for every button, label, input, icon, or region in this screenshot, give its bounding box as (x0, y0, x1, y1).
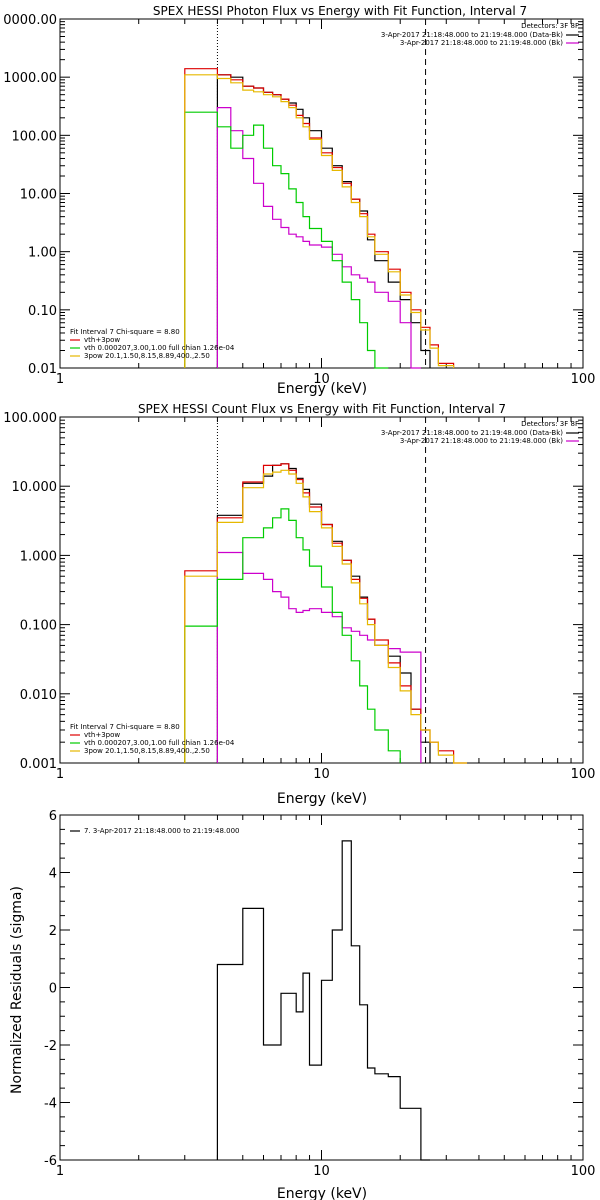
x-tick-label: 10 (313, 767, 330, 782)
series-vth-3pow (184, 463, 467, 764)
y-tick-label: 100.00 (12, 129, 58, 144)
y-tick-label: 0.010 (20, 688, 57, 703)
legend-entry-label: vth 0.000207,3.00,1.00 full chian 1.26e-… (84, 344, 235, 352)
legend-entry-label: 7. 3-Apr-2017 21:18:48.000 to 21:19:48.0… (84, 827, 239, 835)
legend-entry-label: 3-Apr-2017 21:18:48.000 to 21:19:48.000 … (400, 437, 563, 445)
plot-frame (59, 416, 584, 764)
y-tick-label: 0.100 (20, 619, 57, 634)
y-tick-label: 0.001 (20, 757, 57, 772)
series-vth (184, 111, 389, 369)
y-tick-label: 1.000 (20, 549, 57, 564)
y-tick-label: 6 (49, 809, 57, 824)
legend-entry-label: vth+3pow (84, 731, 120, 739)
photon-flux-panel: SPEX HESSI Photon Flux vs Energy with Fi… (3, 4, 595, 397)
x-tick-label: 1 (56, 1164, 64, 1179)
legend-entry-label: 3pow 20.1,1.50,8.15,8.89,400.,2.50 (84, 352, 210, 360)
y-tick-label: 1.00 (28, 246, 57, 261)
y-tick-label: -2 (44, 1039, 57, 1054)
legend-entry-label: 3pow 20.1,1.50,8.15,8.89,400.,2.50 (84, 747, 210, 755)
residuals-ylabel: Normalized Residuals (sigma) (9, 886, 25, 1094)
x-tick-label: 10 (313, 372, 330, 387)
y-tick-label: 0.01 (28, 362, 57, 377)
count-flux-title: SPEX HESSI Count Flux vs Energy with Fit… (138, 402, 506, 416)
y-tick-label: 0.10 (28, 304, 57, 319)
count-flux-xlabel: Energy (keV) (277, 791, 367, 807)
x-tick-label: 100 (571, 767, 596, 782)
y-tick-label: 2 (49, 924, 57, 939)
x-tick-label: 10 (313, 1164, 330, 1179)
y-tick-label: -6 (44, 1154, 57, 1169)
legend-entry-label: 3-Apr-2017 21:18:48.000 to 21:19:48.000 … (400, 39, 563, 47)
series-data-bk (216, 463, 431, 763)
series-vth (184, 508, 401, 763)
y-tick-label: 10.00 (20, 188, 57, 203)
series-bk (216, 551, 422, 763)
series-interval-7 (216, 840, 430, 1161)
series-3pow (184, 74, 455, 368)
legend-fit-header: Fit Interval 7 Chi-square = 8.80 (70, 328, 180, 336)
legend-fit-header: Fit Interval 7 Chi-square = 8.80 (70, 723, 180, 731)
y-tick-label: 0 (49, 982, 57, 997)
residuals-xlabel: Energy (keV) (277, 1186, 367, 1200)
count-flux-panel: SPEX HESSI Count Flux vs Energy with Fit… (3, 402, 595, 807)
y-tick-label: 1000.00 (3, 71, 57, 86)
legend-entry-label: vth+3pow (84, 336, 120, 344)
legend-entry-label: 3-Apr-2017 21:18:48.000 to 21:19:48.000 … (381, 429, 563, 437)
legend-detectors: Detectors: 3F 8F (521, 22, 579, 30)
residuals-panel: Energy (keV) Normalized Residuals (sigma… (9, 809, 595, 1200)
series-3pow (184, 469, 467, 764)
legend-entry-label: vth 0.000207,3.00,1.00 full chian 1.26e-… (84, 739, 235, 747)
y-tick-label: -4 (44, 1097, 57, 1112)
legend-entry-label: 3-Apr-2017 21:18:48.000 to 21:19:48.000 … (381, 31, 563, 39)
y-tick-label: 10.000 (12, 480, 58, 495)
photon-flux-title: SPEX HESSI Photon Flux vs Energy with Fi… (153, 4, 527, 18)
y-tick-label: 100.000 (3, 411, 57, 426)
x-tick-label: 1 (56, 767, 64, 782)
legend-detectors: Detectors: 3F 8F (521, 420, 579, 428)
x-tick-label: 1 (56, 372, 64, 387)
series-bk (216, 107, 421, 369)
x-tick-label: 100 (571, 1164, 596, 1179)
photon-flux-xlabel: Energy (keV) (277, 381, 367, 397)
plot-frame (59, 18, 584, 369)
series-data-bk (216, 74, 431, 368)
y-tick-label: 4 (49, 867, 57, 882)
x-tick-label: 100 (571, 372, 596, 387)
y-tick-label: 0000.00 (3, 13, 57, 28)
